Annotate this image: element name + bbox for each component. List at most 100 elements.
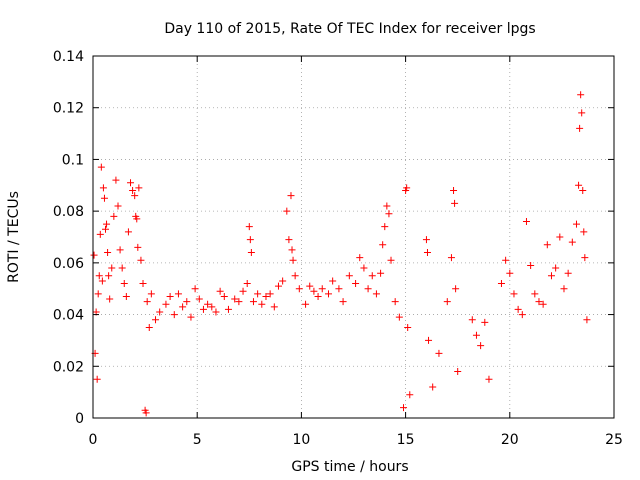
data-point [381, 223, 389, 231]
data-point [514, 305, 522, 313]
data-point [247, 249, 255, 257]
x-tick-label: 0 [89, 432, 98, 448]
data-point [212, 308, 220, 316]
data-point [245, 223, 253, 231]
data-point [360, 264, 368, 272]
data-point [510, 290, 518, 298]
x-axis-label: GPS time / hours [291, 459, 408, 475]
data-point [406, 391, 414, 399]
data-point [356, 254, 364, 262]
data-point [127, 179, 135, 187]
data-point [552, 264, 560, 272]
data-point [243, 280, 251, 288]
data-point [302, 300, 310, 308]
data-point [137, 256, 145, 264]
data-point [116, 246, 124, 254]
data-point [314, 292, 322, 300]
data-point [162, 300, 170, 308]
data-point [472, 331, 480, 339]
data-point [403, 184, 411, 192]
data-point [306, 282, 314, 290]
data-point [143, 298, 151, 306]
data-point [239, 287, 247, 295]
data-point [152, 316, 160, 324]
data-point [156, 308, 164, 316]
data-point [425, 336, 433, 344]
data-point [429, 383, 437, 391]
data-point [191, 285, 199, 293]
data-point [364, 285, 372, 293]
data-point [454, 367, 462, 375]
y-tick-label: 0.04 [53, 308, 84, 324]
data-point [318, 285, 326, 293]
data-point [481, 318, 489, 326]
data-point [329, 277, 337, 285]
data-point [195, 295, 203, 303]
data-point [576, 124, 584, 132]
data-point [447, 254, 455, 262]
data-point [224, 305, 232, 313]
data-point [134, 243, 142, 251]
data-point [105, 272, 113, 280]
data-point [104, 249, 112, 257]
chart-title: Day 110 of 2015, Rate Of TEC Index for r… [164, 21, 535, 37]
data-point [231, 295, 239, 303]
y-axis-label: ROTI / TECUs [6, 191, 22, 283]
data-point [295, 285, 303, 293]
data-point [372, 290, 380, 298]
data-point [103, 220, 111, 228]
data-point [368, 272, 376, 280]
data-point [543, 241, 551, 249]
data-point [122, 292, 130, 300]
data-point [285, 236, 293, 244]
data-point [110, 212, 118, 220]
data-point [274, 282, 282, 290]
data-point [288, 246, 296, 254]
data-point [142, 409, 150, 417]
data-point [400, 404, 408, 412]
data-point [131, 192, 139, 200]
data-point [383, 202, 391, 210]
data-point [90, 251, 98, 259]
data-point [452, 285, 460, 293]
data-point [95, 272, 103, 280]
data-point [404, 324, 412, 331]
data-point [564, 269, 572, 277]
data-point [477, 342, 485, 350]
data-point [135, 184, 143, 192]
data-point [345, 272, 353, 280]
data-point [145, 324, 153, 331]
data-point [147, 290, 155, 298]
data-point [114, 202, 122, 210]
data-point [108, 264, 116, 272]
data-point [560, 285, 568, 293]
data-point [443, 298, 451, 306]
data-point [522, 217, 530, 225]
y-tick-label: 0.1 [62, 152, 84, 168]
data-point [385, 210, 393, 218]
data-point [450, 186, 458, 194]
data-point [98, 277, 106, 285]
data-point [187, 313, 195, 321]
data-point [118, 264, 126, 272]
data-point [547, 272, 555, 280]
data-point [99, 184, 107, 192]
data-point [572, 220, 580, 228]
data-point [266, 290, 274, 298]
data-point [577, 91, 585, 99]
data-point [579, 186, 587, 194]
data-point [270, 303, 278, 311]
data-point [254, 290, 262, 298]
data-point [506, 269, 514, 277]
x-tick-label: 5 [193, 432, 202, 448]
data-point [204, 300, 212, 308]
data-point [220, 292, 228, 300]
data-point [106, 295, 114, 303]
x-tick-label: 20 [501, 432, 519, 448]
data-point [497, 280, 505, 288]
axis-ticks: 0 0.02 0.04 0.06 0.08 0.1 0.12 0.14 0 5 10 15 20 25 [53, 49, 623, 448]
data-point [258, 300, 266, 308]
plot-frame [92, 55, 615, 419]
data-point [578, 109, 586, 117]
data-point [94, 290, 102, 298]
